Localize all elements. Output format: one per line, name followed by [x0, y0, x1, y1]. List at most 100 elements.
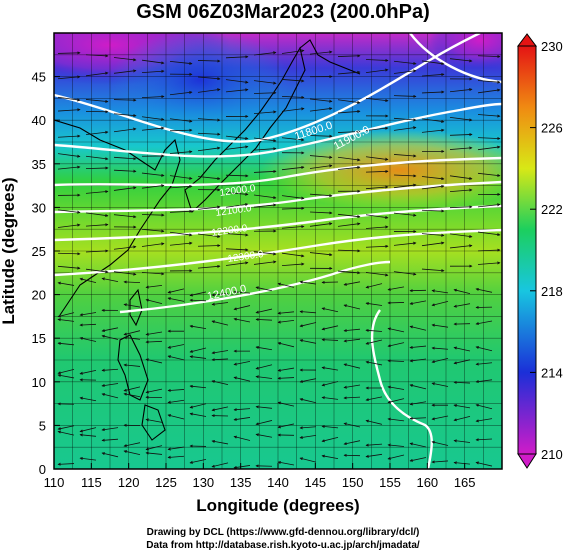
- wind-arrow: [387, 417, 405, 422]
- colorbar-ticks: 230 226 222 218 214 210: [530, 39, 563, 462]
- x-tick-label: 140: [267, 475, 289, 490]
- contour-line: [370, 309, 433, 469]
- wind-arrow: [409, 325, 427, 331]
- wind-arrow: [453, 380, 471, 385]
- wind-arrow: [233, 360, 251, 366]
- wind-arrow: [365, 453, 383, 458]
- wind-arrow: [123, 363, 141, 367]
- wind-arrow: [79, 336, 97, 342]
- wind-arrow: [337, 109, 361, 114]
- wind-arrow: [85, 99, 109, 103]
- wind-arrow: [449, 175, 473, 181]
- wind-arrow: [309, 164, 333, 169]
- wind-arrow: [421, 176, 445, 181]
- wind-arrow: [233, 305, 251, 311]
- wind-arrow: [309, 134, 333, 138]
- wind-arrow: [253, 51, 277, 56]
- wind-arrow: [101, 334, 119, 340]
- wind-arrow: [169, 184, 193, 189]
- wind-arrow: [477, 172, 501, 178]
- wind-arrow: [449, 58, 473, 63]
- wind-arrow: [57, 252, 81, 256]
- wind-arrow: [141, 228, 165, 233]
- wind-arrow: [277, 311, 295, 315]
- wind-arrow: [321, 424, 339, 429]
- wind-arrow: [79, 323, 97, 327]
- wind-arrow: [277, 423, 295, 429]
- contour-line: [54, 33, 481, 143]
- wind-arrow: [211, 293, 229, 297]
- x-tick-label: 130: [192, 475, 214, 490]
- wind-arrow: [167, 388, 185, 393]
- wind-arrow: [453, 288, 471, 294]
- wind-arrow: [255, 375, 273, 379]
- wind-arrow: [299, 339, 317, 344]
- wind-arrow: [189, 324, 207, 330]
- wind-arrow: [431, 358, 449, 364]
- colorbar-tick-label: 214: [541, 365, 563, 380]
- wind-arrow: [409, 384, 427, 390]
- credit-drawing: Drawing by DCL (https://www.gfd-dennou.o…: [146, 527, 420, 538]
- wind-arrow: [233, 290, 251, 294]
- wind-arrow: [453, 415, 471, 422]
- wind-arrow: [281, 225, 305, 229]
- contour-label: 12200.0: [211, 223, 249, 239]
- wind-arrow: [299, 434, 317, 439]
- wind-arrow: [477, 80, 501, 84]
- wind-arrow: [169, 175, 193, 180]
- wind-arrow: [281, 95, 305, 99]
- wind-arrow: [57, 341, 75, 346]
- wind-arrow: [233, 408, 251, 412]
- x-tick-label: 155: [379, 475, 401, 490]
- colorbar-tick-label: 230: [541, 39, 563, 54]
- wind-arrow: [393, 212, 417, 217]
- wind-arrow: [253, 137, 277, 143]
- wind-arrow: [79, 277, 97, 284]
- wind-arrow: [123, 303, 141, 308]
- wind-arrow: [409, 457, 427, 462]
- wind-arrow: [453, 303, 471, 308]
- wind-arrow: [453, 461, 471, 465]
- wind-arrow: [365, 68, 389, 74]
- wind-arrow: [101, 438, 119, 442]
- wind-arrow: [431, 300, 449, 307]
- longitude-axis: 110 115 120 125 130 135 140 145 150 155 160 165: [44, 463, 476, 490]
- wind-arrow: [343, 384, 361, 389]
- wind-arrow: [85, 268, 109, 274]
- wind-arrow: [145, 331, 163, 336]
- wind-arrow: [409, 442, 427, 448]
- wind-arrow: [123, 280, 141, 284]
- wind-arrow: [197, 243, 221, 248]
- wind-arrow: [309, 107, 333, 112]
- wind-arrow: [475, 418, 493, 423]
- wind-arrow: [449, 205, 473, 209]
- wind-arrow: [85, 223, 109, 227]
- wind-arrow: [233, 435, 251, 441]
- coastline-philippines: [117, 334, 166, 441]
- wind-arrow: [409, 345, 427, 349]
- wind-arrow: [57, 75, 81, 80]
- wind-arrow: [79, 433, 97, 437]
- wind-arrow: [255, 420, 273, 426]
- x-tick-label: 160: [416, 475, 438, 490]
- wind-arrow: [475, 345, 493, 352]
- wind-arrow: [309, 211, 333, 215]
- wind-arrow: [475, 403, 493, 410]
- wind-arrow: [233, 465, 251, 469]
- wind-arrow: [321, 437, 339, 443]
- wind-arrow: [477, 248, 501, 252]
- wind-arrow: [123, 386, 141, 392]
- wind-arrow: [253, 169, 277, 174]
- wind-arrow: [431, 415, 449, 421]
- wind-arrow: [167, 446, 185, 451]
- wind-arrow: [57, 430, 75, 436]
- wind-arrow: [189, 355, 207, 359]
- x-tick-label: 120: [118, 475, 140, 490]
- wind-arrow: [309, 155, 333, 159]
- wind-arrow: [197, 205, 221, 210]
- wind-arrow: [281, 107, 305, 112]
- wind-arrow: [281, 137, 305, 142]
- wind-arrow: [453, 439, 471, 443]
- wind-arrow: [255, 405, 273, 409]
- wind-arrow: [337, 222, 361, 227]
